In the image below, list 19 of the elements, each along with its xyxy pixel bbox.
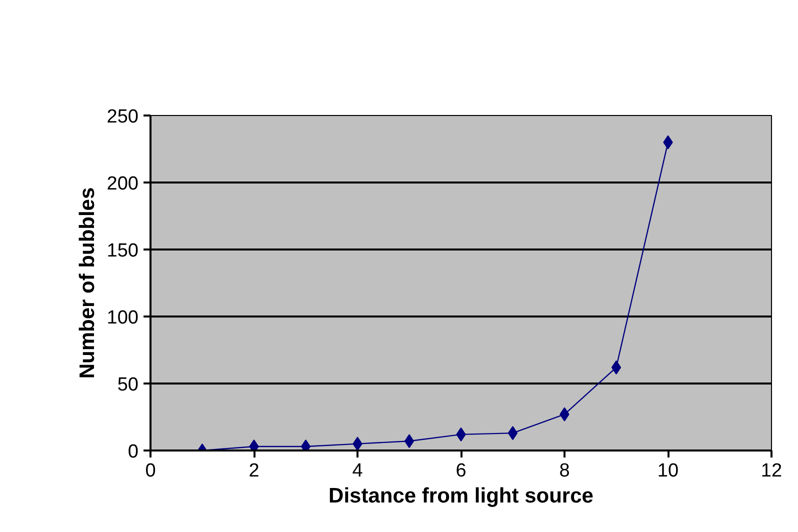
- y-tick-label: 100: [106, 308, 138, 328]
- x-axis-title: Distance from light source: [328, 484, 594, 508]
- x-tick-label: 10: [657, 460, 679, 482]
- x-tick-label: 2: [248, 460, 260, 482]
- y-tick-label: 50: [117, 374, 139, 396]
- point: [611, 360, 622, 374]
- y-tick-label: 150: [106, 240, 138, 262]
- point: [508, 426, 518, 440]
- x-tick-label: 0: [145, 460, 156, 482]
- point: [352, 436, 362, 450]
- y-tick-label: 200: [106, 174, 138, 194]
- y-tick-label: 250: [106, 106, 138, 128]
- y-tick-label: 0: [128, 442, 139, 462]
- x-tick-label: 8: [559, 460, 570, 482]
- y-axis-title: Number of bubbles: [76, 187, 99, 379]
- point: [404, 434, 414, 448]
- x-tick-label: 4: [352, 460, 364, 482]
- x-tick-label: 6: [456, 460, 466, 482]
- x-tick-label: 12: [760, 460, 782, 482]
